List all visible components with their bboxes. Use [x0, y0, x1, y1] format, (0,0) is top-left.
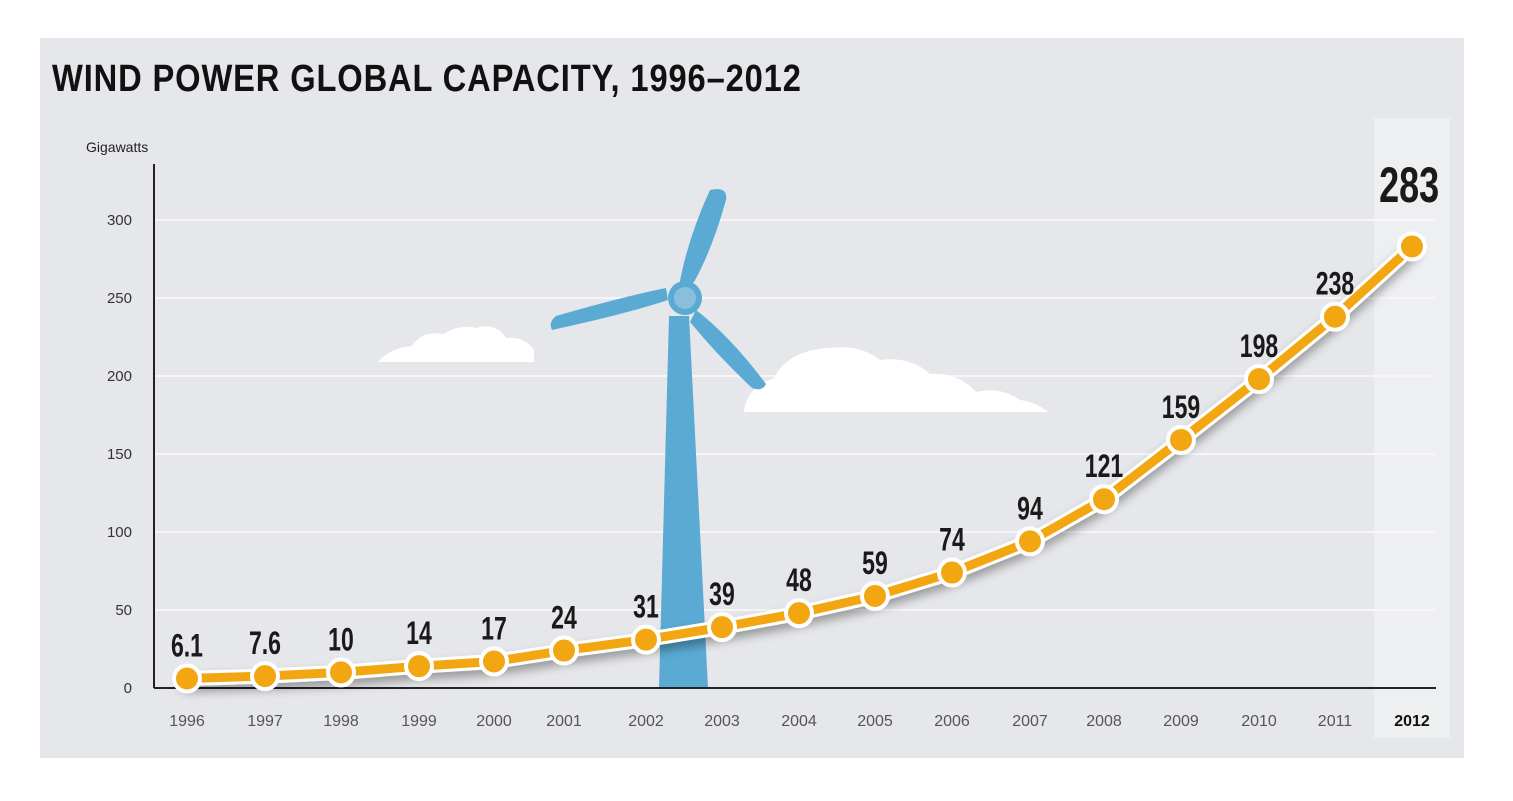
- data-point: [631, 624, 661, 655]
- data-point: [707, 612, 737, 643]
- axes: 0 50 100 150 200 250 300 Gigawatts 1996 1997 1998 1…: [86, 139, 1436, 730]
- data-point: [1397, 231, 1427, 262]
- x-tick-label: 1996: [169, 713, 205, 730]
- data-label: 17: [481, 611, 507, 647]
- x-tick-label: 1997: [247, 713, 283, 730]
- data-point: [404, 651, 434, 682]
- data-point: [1089, 484, 1119, 515]
- data-point: [172, 663, 202, 694]
- highlight-band-2012: [1374, 118, 1450, 738]
- data-label: 7.6: [249, 625, 281, 661]
- data-point: [479, 646, 509, 677]
- data-labels: 6.1 7.6 10 14 17 24 31 39 48 59 74 94 121 159 198 238 28…: [171, 158, 1439, 663]
- data-label: 94: [1017, 491, 1043, 527]
- y-axis-label: Gigawatts: [86, 139, 148, 155]
- data-label: 24: [551, 600, 577, 636]
- data-label: 10: [328, 622, 354, 658]
- data-point: [1166, 424, 1196, 455]
- x-tick-label: 2011: [1318, 713, 1353, 730]
- data-label: 6.1: [171, 628, 203, 664]
- wind-turbine: [550, 189, 766, 688]
- x-tick-label: 2004: [781, 713, 817, 730]
- line-chart: 0 50 100 150 200 250 300 Gigawatts 1996 1997 1998 1…: [86, 118, 1450, 738]
- data-label: 238: [1316, 266, 1354, 302]
- y-tick-label: 300: [107, 212, 132, 229]
- background-illustration: [378, 189, 1048, 688]
- data-points: [172, 231, 1427, 694]
- cloud-left: [378, 326, 534, 362]
- data-point: [326, 657, 356, 688]
- data-point: [784, 598, 814, 629]
- chart-title: WIND POWER GLOBAL CAPACITY, 1996–2012: [52, 58, 802, 100]
- x-tick-label: 2008: [1086, 713, 1122, 730]
- data-point: [937, 557, 967, 588]
- y-tick-label: 150: [107, 446, 132, 463]
- x-tick-label: 2000: [476, 713, 512, 730]
- data-label: 198: [1240, 328, 1278, 364]
- y-tick-label: 250: [107, 290, 132, 307]
- x-tick-label: 2009: [1163, 713, 1199, 730]
- data-label: 31: [633, 589, 659, 625]
- x-tick-label: 2012: [1394, 713, 1430, 730]
- gridlines: [154, 219, 1436, 611]
- data-label: 74: [939, 522, 965, 558]
- data-label: 159: [1162, 389, 1200, 425]
- y-tick-label: 100: [107, 524, 132, 541]
- data-point: [1320, 301, 1350, 332]
- data-point: [1015, 526, 1045, 557]
- data-label: 14: [406, 615, 432, 651]
- data-point: [860, 580, 890, 611]
- y-tick-label: 200: [107, 368, 132, 385]
- x-tick-label: 1999: [401, 713, 437, 730]
- x-tick-label: 1998: [323, 713, 359, 730]
- data-label: 121: [1085, 449, 1123, 485]
- x-tick-label: 2007: [1012, 713, 1048, 730]
- x-tick-label: 2002: [628, 713, 664, 730]
- y-tick-label: 0: [124, 680, 132, 697]
- y-tick-label: 50: [115, 602, 132, 619]
- x-tick-label: 2001: [546, 713, 582, 730]
- x-tick-label: 2005: [857, 713, 893, 730]
- x-tick-label: 2003: [704, 713, 740, 730]
- data-point: [250, 661, 280, 692]
- data-point: [1244, 364, 1274, 395]
- data-label: 59: [862, 545, 888, 581]
- data-label: 283: [1379, 158, 1439, 213]
- data-point: [549, 635, 579, 666]
- cloud-right: [744, 347, 1048, 412]
- x-tick-label: 2006: [934, 713, 970, 730]
- data-label: 39: [709, 576, 735, 612]
- chart-panel: WIND POWER GLOBAL CAPACITY, 1996–2012: [40, 38, 1464, 758]
- data-label: 48: [786, 562, 812, 598]
- x-tick-label: 2010: [1241, 713, 1277, 730]
